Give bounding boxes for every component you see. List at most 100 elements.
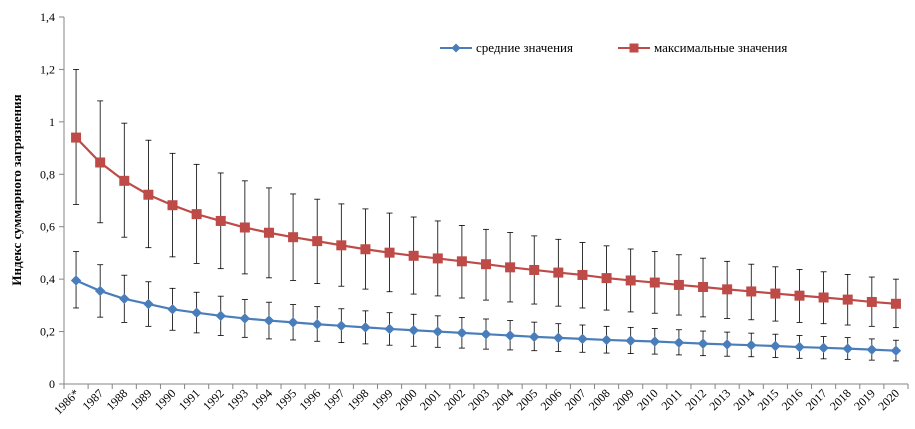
data-point-mean: [311, 319, 323, 330]
data-point-max: [625, 275, 636, 286]
data-point-max: [794, 290, 805, 301]
data-point-mean: [794, 341, 805, 353]
data-point-max: [698, 282, 709, 293]
y-axis-label: Индекс суммарного загрязнения: [9, 94, 24, 285]
x-tick-label: 2016: [779, 386, 806, 413]
x-tick-label: 2010: [634, 386, 661, 413]
x-tick-label: 2012: [682, 386, 709, 413]
data-point-max: [384, 247, 395, 258]
data-point-mean: [408, 325, 419, 336]
data-point-mean: [890, 345, 902, 356]
x-tick-label: 1991: [176, 386, 203, 413]
y-tick-label: 0: [49, 377, 55, 391]
x-tick-label: 1986*: [51, 386, 82, 417]
chart-axes: [63, 17, 908, 385]
data-point-mean: [360, 322, 371, 333]
y-tick-label: 1: [49, 115, 55, 129]
data-point-mean: [601, 334, 612, 346]
data-point-max: [722, 284, 733, 295]
y-tick-label: 0,6: [40, 220, 55, 234]
data-point-max: [191, 209, 202, 220]
data-point-mean: [770, 340, 781, 352]
data-point-max: [818, 292, 829, 303]
x-tick-label: 2001: [417, 386, 444, 413]
data-point-max: [432, 253, 443, 264]
data-point-mean: [721, 339, 733, 350]
data-point-mean: [167, 304, 178, 315]
data-point-max: [215, 215, 226, 226]
data-point-max: [456, 256, 467, 267]
data-point-mean: [384, 323, 395, 335]
y-axis-ticks: 0 0,2 0,4 0,6 0,8 1 1,2 1,4: [40, 10, 64, 391]
data-point-max: [553, 267, 564, 278]
data-point-mean: [263, 315, 275, 326]
data-point-max: [408, 250, 419, 261]
data-point-max: [336, 240, 347, 251]
x-tick-label: 1988: [104, 386, 131, 413]
x-tick-label: 2003: [465, 386, 492, 413]
data-point-mean: [577, 333, 588, 345]
data-point-max: [505, 262, 516, 273]
series-markers: [70, 132, 902, 356]
x-tick-label: 1993: [224, 386, 251, 413]
data-point-max: [481, 259, 491, 270]
x-tick-label: 2015: [755, 386, 782, 413]
data-point-mean: [94, 285, 106, 297]
data-point-mean: [456, 327, 468, 339]
x-tick-label: 1998: [345, 386, 372, 413]
data-point-mean: [191, 307, 202, 318]
x-tick-label: 2006: [538, 386, 565, 413]
x-tick-label: 1997: [321, 386, 348, 413]
data-point-max: [71, 132, 82, 143]
data-point-mean: [504, 330, 516, 341]
x-tick-label: 2017: [803, 386, 830, 413]
x-tick-label: 2020: [875, 386, 902, 413]
data-point-mean: [649, 336, 661, 347]
data-point-mean: [866, 344, 878, 355]
x-tick-label: 2005: [513, 386, 540, 413]
x-tick-label: 2019: [851, 386, 878, 413]
data-point-max: [842, 294, 853, 305]
data-point-max: [577, 269, 588, 280]
x-tick-label: 2004: [489, 386, 516, 413]
data-point-mean: [287, 317, 299, 328]
data-point-max: [95, 157, 106, 168]
data-point-mean: [215, 310, 226, 322]
x-tick-label: 2013: [706, 386, 733, 413]
x-tick-label: 2008: [586, 386, 613, 413]
data-point-max: [360, 244, 371, 255]
data-point-mean: [697, 338, 709, 349]
x-tick-label: 2014: [731, 386, 758, 413]
x-tick-label: 2011: [658, 386, 685, 413]
x-tick-label: 1992: [200, 386, 227, 413]
x-tick-label: 1999: [369, 386, 396, 413]
y-tick-label: 0,2: [40, 325, 55, 339]
data-point-max: [746, 286, 757, 297]
data-point-max: [312, 236, 323, 247]
x-tick-label: 1994: [248, 386, 275, 413]
data-point-mean: [746, 339, 757, 351]
legend-item-max: максимальные значения: [618, 40, 787, 55]
data-point-mean: [143, 298, 154, 310]
x-tick-label: 2009: [610, 386, 637, 413]
data-point-max: [866, 296, 877, 307]
data-point-mean: [553, 332, 564, 344]
data-point-mean: [625, 335, 636, 346]
x-tick-label: 2002: [441, 386, 468, 413]
data-point-max: [239, 222, 250, 233]
legend-item-mean: средние значения: [440, 40, 573, 55]
x-tick-label: 1995: [272, 386, 299, 413]
data-point-mean: [818, 342, 829, 354]
data-point-mean: [529, 331, 540, 343]
data-point-max: [263, 227, 274, 238]
x-tick-label: 1987: [79, 386, 106, 413]
data-point-mean: [673, 337, 685, 348]
data-point-mean: [336, 320, 347, 332]
data-point-mean: [432, 326, 443, 337]
y-tick-label: 1,4: [40, 10, 55, 24]
data-point-max: [288, 232, 299, 243]
legend-marker-mean: [451, 43, 461, 53]
y-tick-label: 0,8: [40, 167, 55, 181]
data-point-mean: [70, 275, 82, 286]
